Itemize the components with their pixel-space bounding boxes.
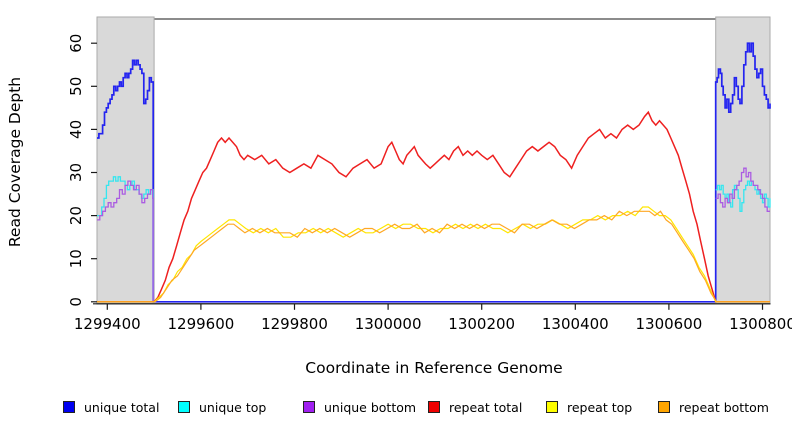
unique-bottom-swatch-icon bbox=[303, 401, 315, 413]
repeat-top-swatch-icon bbox=[546, 401, 558, 413]
x-tick-label: 1300200 bbox=[448, 315, 515, 333]
legend-item-unique-bottom: unique bottom bbox=[303, 399, 416, 415]
legend-item-unique-top: unique top bbox=[178, 399, 266, 415]
legend-label: unique bottom bbox=[324, 399, 417, 415]
series-repeat-bottom-line bbox=[97, 210, 770, 303]
y-tick-label: 60 bbox=[67, 34, 85, 53]
y-tick-label: 50 bbox=[67, 77, 85, 96]
x-tick-label: 1300600 bbox=[636, 315, 703, 333]
plot-box bbox=[96, 18, 771, 305]
legend-item-unique-total: unique total bbox=[63, 399, 159, 415]
x-tick-label: 1300400 bbox=[542, 315, 609, 333]
shaded-region-0 bbox=[96, 16, 155, 304]
x-tick-label: 1300800 bbox=[729, 315, 792, 333]
repeat-bottom-swatch-icon bbox=[658, 401, 670, 413]
legend-item-repeat-total: repeat total bbox=[428, 399, 522, 415]
legend-label: repeat top bbox=[567, 399, 633, 415]
series-unique-total-line bbox=[97, 42, 771, 303]
y-tick-label: 10 bbox=[67, 249, 85, 268]
repeat-total-swatch-icon bbox=[428, 401, 440, 413]
x-tick-label: 1299400 bbox=[74, 315, 141, 333]
legend-item-repeat-top: repeat top bbox=[546, 399, 632, 415]
series-repeat-total-line bbox=[97, 110, 770, 303]
series-unique-top-seg1-line bbox=[715, 180, 771, 212]
legend-label: unique total bbox=[84, 399, 160, 415]
unique-top-swatch-icon bbox=[178, 401, 190, 413]
y-tick-label: 40 bbox=[67, 120, 85, 139]
legend-item-repeat-bottom: repeat bottom bbox=[658, 399, 769, 415]
unique-total-swatch-icon bbox=[63, 401, 75, 413]
legend-label: repeat total bbox=[449, 399, 523, 415]
x-tick-label: 1299600 bbox=[167, 315, 234, 333]
x-axis-title: Coordinate in Reference Genome bbox=[305, 359, 563, 377]
y-tick-label: 30 bbox=[67, 163, 85, 182]
x-tick-label: 1299800 bbox=[261, 315, 328, 333]
series-repeat-top-line bbox=[97, 206, 770, 303]
shaded-region-1 bbox=[715, 16, 771, 304]
legend-label: unique top bbox=[199, 399, 267, 415]
series-unique-bottom-seg1-line bbox=[715, 167, 770, 212]
y-axis-title: Read Coverage Depth bbox=[6, 76, 24, 248]
series-unique-bottom-seg0-line bbox=[97, 180, 154, 302]
x-tick-label: 1300000 bbox=[355, 315, 422, 333]
y-tick-label: 0 bbox=[67, 297, 85, 307]
legend-label: repeat bottom bbox=[679, 399, 769, 415]
y-tick-label: 20 bbox=[67, 206, 85, 225]
series-unique-top-seg0-line bbox=[97, 176, 154, 302]
